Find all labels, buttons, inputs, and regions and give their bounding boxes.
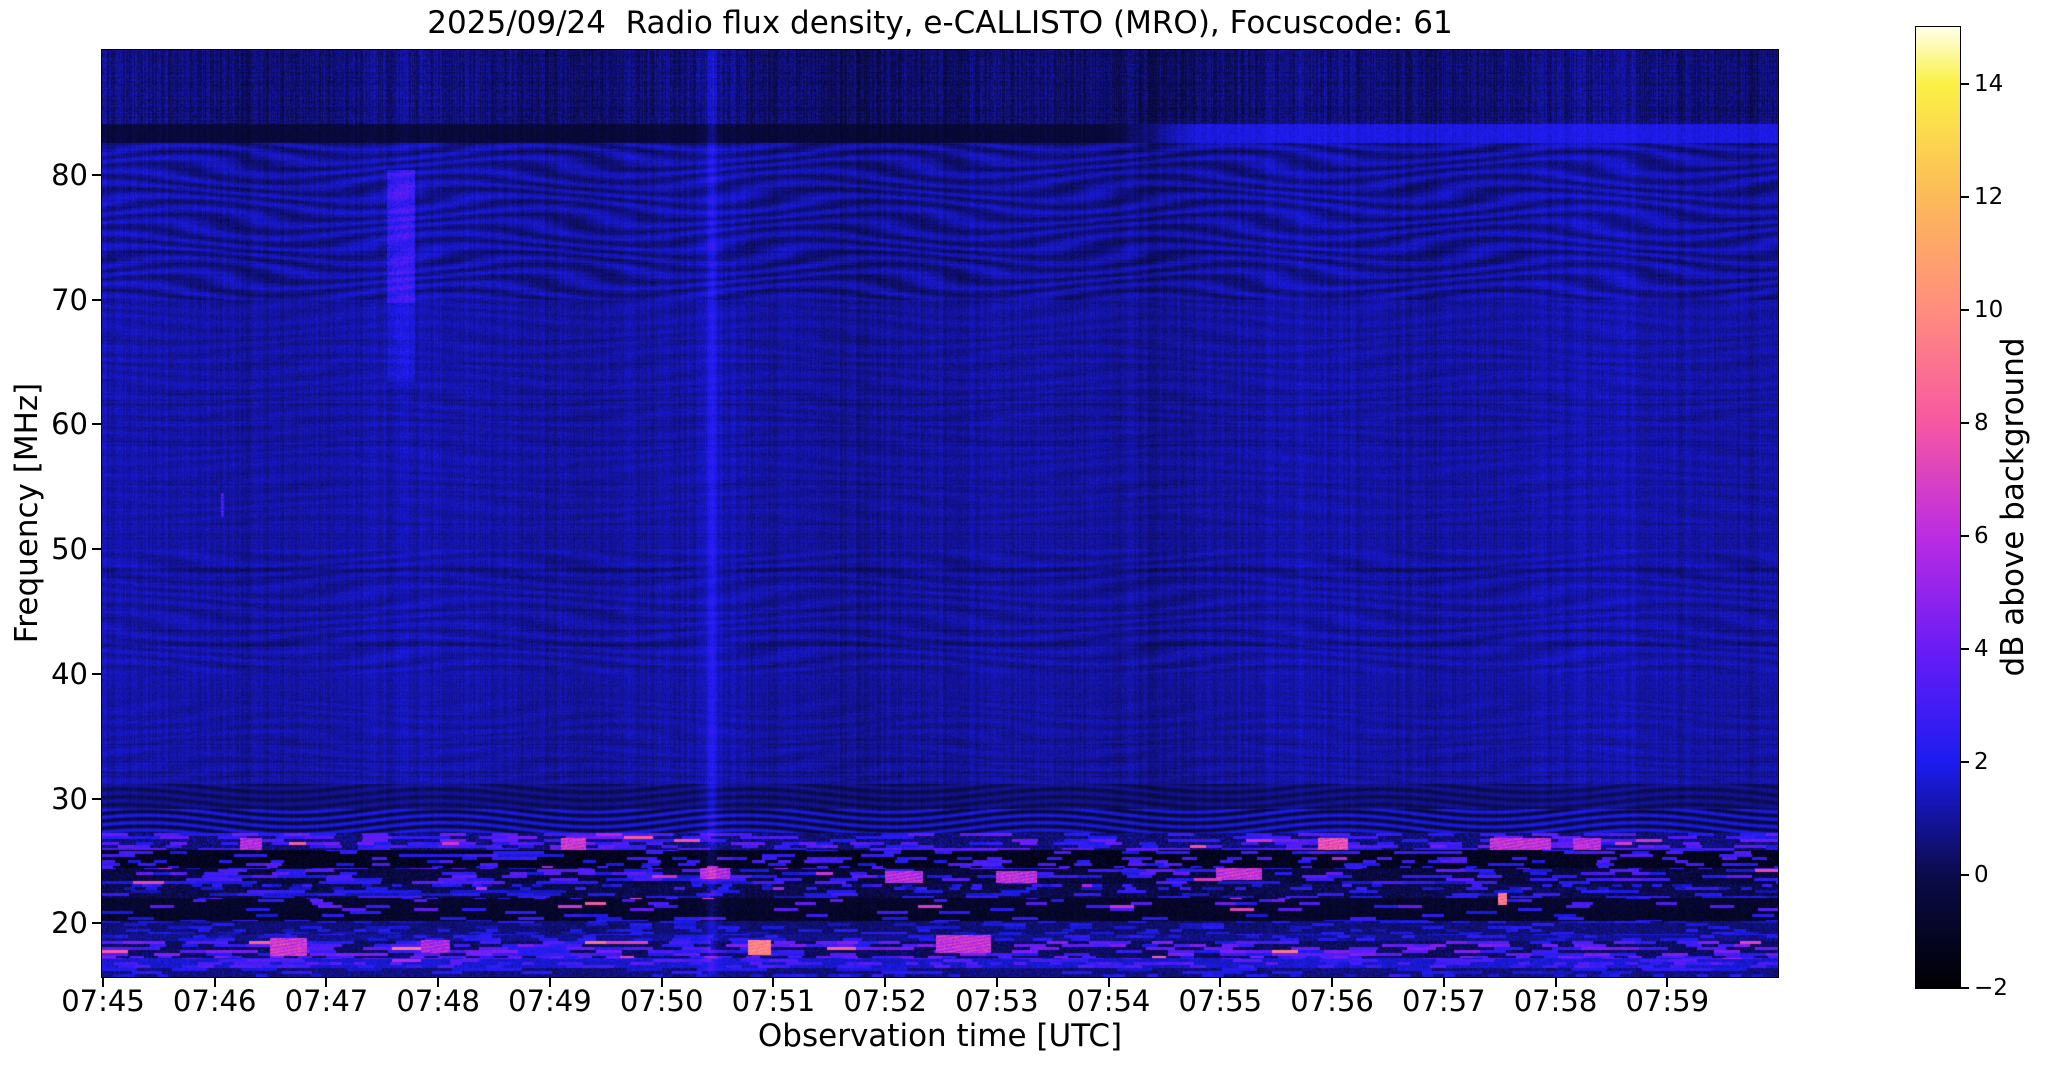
x-tick-mark [213, 978, 216, 987]
y-tick-label: 60 [51, 407, 88, 442]
colorbar-tick-mark [1961, 308, 1969, 311]
x-tick-label: 07:54 [1066, 984, 1151, 1018]
colorbar-tick-mark [1961, 82, 1969, 85]
y-tick-mark [92, 173, 101, 176]
colorbar-tick-label: 6 [1974, 522, 1989, 549]
x-tick-mark [437, 978, 440, 987]
y-tick-label: 30 [51, 781, 88, 816]
y-tick-mark [92, 423, 101, 426]
colorbar-tick-label: −2 [1974, 975, 2008, 1001]
x-tick-label: 07:49 [508, 984, 592, 1018]
colorbar-label: dB above background [1995, 337, 2031, 677]
x-tick-label: 07:57 [1402, 984, 1486, 1018]
y-tick-mark [92, 797, 101, 800]
colorbar-tick-label: 14 [1974, 70, 2004, 97]
colorbar-tick-label: 4 [1974, 635, 1989, 662]
y-tick-label: 50 [51, 532, 88, 567]
x-axis-label: Observation time [UTC] [757, 1018, 1123, 1054]
x-tick-label: 07:45 [61, 984, 145, 1018]
colorbar-tick-label: 0 [1974, 861, 1989, 888]
x-tick-mark [995, 978, 998, 987]
y-tick-label: 20 [51, 906, 88, 941]
x-tick-mark [772, 978, 775, 987]
x-tick-label: 07:46 [172, 984, 257, 1018]
x-tick-mark [1107, 978, 1110, 987]
x-tick-mark [325, 978, 328, 987]
colorbar-tick-mark [1961, 421, 1969, 424]
x-tick-mark [1554, 978, 1557, 987]
spectrogram-canvas [102, 50, 1778, 977]
colorbar-tick-mark [1961, 647, 1969, 650]
x-tick-mark [884, 978, 887, 987]
colorbar-tick-mark [1961, 534, 1969, 537]
y-tick-label: 70 [51, 282, 88, 317]
x-tick-mark [102, 978, 104, 987]
colorbar-tick-label: 8 [1974, 409, 1989, 436]
y-tick-mark [92, 922, 101, 925]
colorbar-tick-mark [1961, 195, 1969, 198]
colorbar-gradient [1916, 27, 1960, 988]
x-tick-mark [1331, 978, 1334, 987]
x-tick-mark [1219, 978, 1222, 987]
x-tick-label: 07:59 [1625, 984, 1710, 1018]
chart-title: 2025/09/24 Radio flux density, e-CALLIST… [427, 5, 1453, 41]
x-tick-mark [1442, 978, 1445, 987]
x-tick-mark [1666, 978, 1669, 987]
plot-area [101, 49, 1779, 978]
x-tick-mark [548, 978, 551, 987]
colorbar-tick-mark [1961, 987, 1969, 989]
x-tick-label: 07:58 [1513, 984, 1598, 1018]
colorbar [1915, 26, 1961, 989]
colorbar-tick-label: 2 [1974, 748, 1989, 775]
x-tick-label: 07:53 [955, 984, 1039, 1018]
colorbar-tick-label: 12 [1974, 183, 2004, 210]
x-tick-label: 07:47 [284, 984, 369, 1018]
x-tick-label: 07:50 [619, 984, 704, 1018]
y-tick-mark [92, 672, 101, 675]
x-tick-label: 07:52 [843, 984, 927, 1018]
colorbar-tick-label: 10 [1974, 296, 2004, 323]
colorbar-tick-mark [1961, 873, 1969, 876]
x-tick-label: 07:48 [396, 984, 480, 1018]
y-tick-mark [92, 548, 101, 551]
y-tick-label: 80 [51, 157, 88, 192]
x-tick-label: 07:51 [731, 984, 816, 1018]
y-tick-mark [92, 298, 101, 301]
y-tick-label: 40 [51, 656, 88, 691]
x-tick-label: 07:56 [1290, 984, 1374, 1018]
colorbar-tick-mark [1961, 760, 1969, 763]
x-tick-label: 07:55 [1178, 984, 1263, 1018]
x-tick-mark [660, 978, 663, 987]
